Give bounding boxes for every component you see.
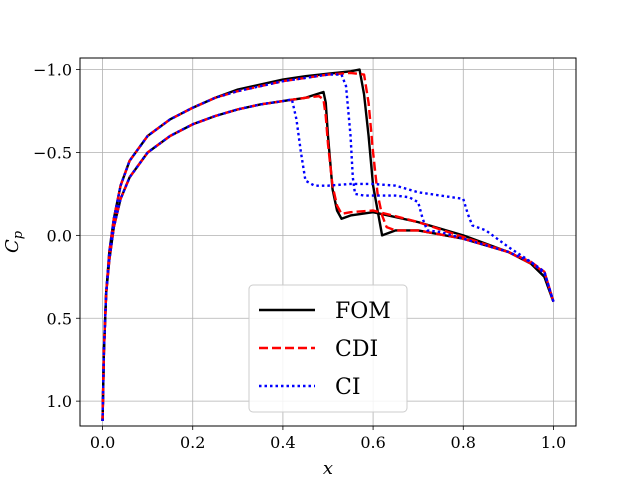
series-line-cdi-lower <box>101 71 555 422</box>
y-axis-label-main: C <box>2 239 23 253</box>
y-tick-label: −0.5 <box>33 143 72 162</box>
legend-label-ci: CI <box>335 375 361 400</box>
y-axis-label: Cp <box>2 230 26 253</box>
x-tick-label: 0.4 <box>270 433 295 452</box>
x-tick-label: 0.8 <box>451 433 476 452</box>
series-line-cdi-upper <box>101 94 555 422</box>
grid-lines <box>80 58 576 426</box>
x-tick-label: 0.0 <box>90 433 115 452</box>
legend-label-fom: FOM <box>335 299 391 324</box>
x-axis-label: x <box>323 458 333 479</box>
y-tick-label: 0.0 <box>47 226 72 245</box>
legend: FOM CDI CI <box>248 284 408 413</box>
series-line-ci-upper <box>101 98 555 422</box>
x-tick-label: 0.2 <box>180 433 205 452</box>
series-layer <box>101 68 555 422</box>
series-line-ci-lower <box>101 73 555 422</box>
x-tick-label: 0.6 <box>360 433 385 452</box>
plot-frame <box>79 57 577 427</box>
y-tick-label: 1.0 <box>47 392 72 411</box>
y-tick-label: 0.5 <box>47 309 72 328</box>
axis-ticks: 0.0 0.2 0.4 0.6 0.8 1.0 −1.0 −0.5 0.0 0.5 1.0 <box>33 61 566 452</box>
x-tick-label: 1.0 <box>541 433 566 452</box>
svg-text:Cp: Cp <box>2 230 26 253</box>
y-tick-label: −1.0 <box>33 61 72 80</box>
legend-label-cdi: CDI <box>335 337 378 362</box>
y-axis-label-sub: p <box>11 230 26 239</box>
legend-box <box>248 284 408 413</box>
